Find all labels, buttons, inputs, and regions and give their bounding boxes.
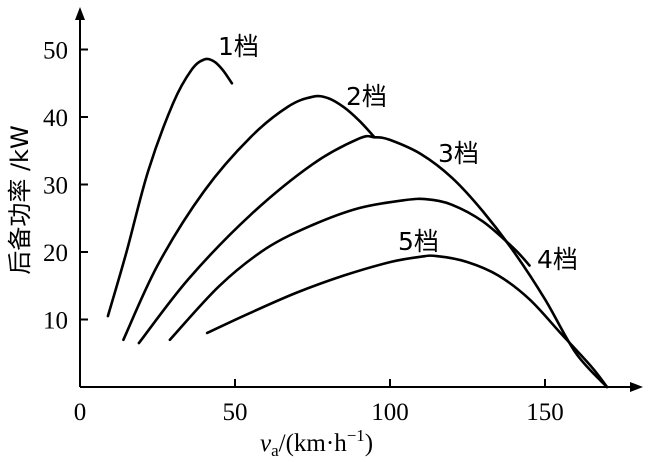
y-tick-label: 50 bbox=[43, 38, 68, 65]
x-tick-label: 150 bbox=[526, 399, 564, 426]
x-axis-label: va/(km·h−1) bbox=[260, 426, 373, 460]
gear-4-label: 4档 bbox=[537, 245, 578, 274]
x-axis-arrow-icon bbox=[630, 382, 643, 392]
x-axis-label-exp: −1 bbox=[347, 426, 365, 445]
gear-4-curve bbox=[168, 197, 531, 342]
y-tick-label: 40 bbox=[43, 105, 68, 132]
x-tick-label: 100 bbox=[371, 399, 409, 426]
axes bbox=[75, 7, 643, 392]
gear-5-label: 5档 bbox=[398, 227, 439, 256]
y-tick-label: 20 bbox=[43, 240, 68, 267]
x-axis-label-var: v bbox=[260, 430, 272, 457]
y-axis-arrow-icon bbox=[75, 7, 85, 20]
gear-3-label: 3档 bbox=[438, 139, 479, 168]
x-axis-label-close: ) bbox=[365, 430, 373, 457]
ticks: 0 50 100 150 10 20 30 40 50 bbox=[43, 38, 564, 427]
gear-2-curve bbox=[122, 94, 376, 342]
y-tick-label: 30 bbox=[43, 173, 68, 200]
gear-1-label: 1档 bbox=[218, 32, 259, 61]
gear-3-curve bbox=[137, 134, 609, 389]
x-tick-label: 0 bbox=[74, 399, 87, 426]
x-axis-label-sub: a bbox=[271, 441, 279, 460]
gear-5-curve bbox=[205, 254, 609, 389]
gear-labels: 1档 2档 3档 4档 5档 bbox=[218, 32, 578, 274]
x-tick-label: 50 bbox=[223, 399, 248, 426]
gear-1-curve bbox=[106, 57, 234, 318]
x-axis-label-unit: /(km·h bbox=[279, 430, 348, 457]
gear-2-label: 2档 bbox=[346, 82, 387, 111]
curves bbox=[106, 57, 609, 389]
y-axis-label: 后备功率 /kW bbox=[6, 125, 34, 274]
y-tick-label: 10 bbox=[43, 308, 68, 335]
